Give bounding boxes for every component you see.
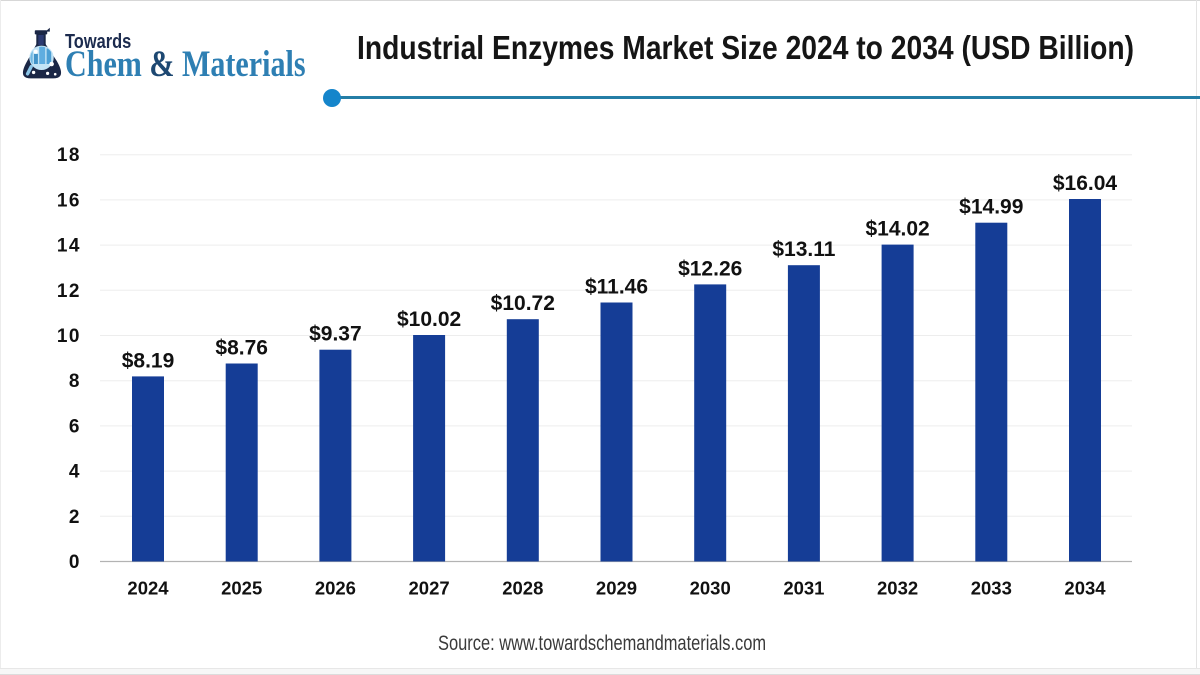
svg-text:$8.19: $8.19 — [122, 349, 175, 372]
svg-text:$10.02: $10.02 — [397, 308, 461, 331]
svg-text:$9.37: $9.37 — [309, 323, 362, 346]
svg-text:2029: 2029 — [596, 578, 637, 599]
svg-text:2025: 2025 — [221, 578, 262, 599]
svg-text:18: 18 — [57, 145, 81, 166]
svg-text:$14.02: $14.02 — [865, 218, 929, 241]
svg-text:$14.99: $14.99 — [959, 196, 1023, 219]
svg-text:2026: 2026 — [315, 578, 356, 599]
svg-text:$8.76: $8.76 — [215, 337, 268, 360]
svg-text:4: 4 — [69, 462, 81, 483]
svg-text:2027: 2027 — [409, 578, 450, 599]
svg-text:2032: 2032 — [877, 578, 918, 599]
svg-text:2034: 2034 — [1064, 578, 1106, 599]
svg-text:2028: 2028 — [502, 578, 543, 599]
svg-text:$11.46: $11.46 — [585, 276, 648, 299]
svg-text:$10.72: $10.72 — [491, 292, 555, 315]
svg-text:12: 12 — [57, 281, 81, 302]
svg-text:2024: 2024 — [127, 578, 169, 599]
svg-text:10: 10 — [57, 326, 81, 347]
svg-text:14: 14 — [57, 236, 81, 257]
svg-text:2: 2 — [69, 507, 81, 528]
svg-text:$12.26: $12.26 — [678, 257, 742, 280]
svg-text:2030: 2030 — [690, 578, 731, 599]
svg-text:2031: 2031 — [783, 578, 824, 599]
svg-text:16: 16 — [57, 190, 81, 211]
svg-text:0: 0 — [69, 552, 81, 573]
svg-text:8: 8 — [69, 371, 81, 392]
svg-text:2033: 2033 — [971, 578, 1012, 599]
svg-text:6: 6 — [69, 416, 81, 437]
svg-text:$13.11: $13.11 — [772, 238, 835, 261]
svg-text:$16.04: $16.04 — [1053, 172, 1118, 195]
